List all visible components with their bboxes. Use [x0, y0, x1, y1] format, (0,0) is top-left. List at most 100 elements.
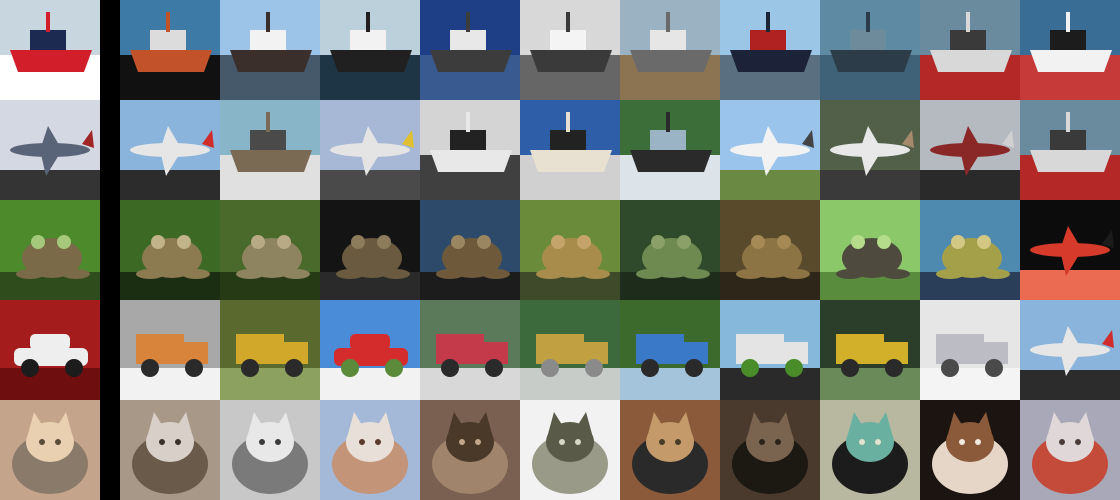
neighbor-image	[120, 300, 220, 400]
cat-thumbnail	[820, 400, 920, 500]
ship-thumbnail	[1020, 0, 1120, 100]
truck-thumbnail	[120, 300, 220, 400]
ship-thumbnail	[420, 0, 520, 100]
neighbor-image	[420, 400, 520, 500]
dog-thumbnail	[920, 400, 1020, 500]
neighbor-image	[920, 100, 1020, 200]
neighbor-image	[1020, 200, 1120, 300]
neighbor-image	[420, 100, 520, 200]
neighbor-image	[920, 300, 1020, 400]
frog-thumbnail	[320, 200, 420, 300]
neighbor-image	[1020, 400, 1120, 500]
neighbor-image	[520, 400, 620, 500]
neighbor-image	[420, 0, 520, 100]
neighbor-image	[520, 100, 620, 200]
airplane-thumbnail	[120, 100, 220, 200]
neighbor-image	[720, 100, 820, 200]
ship-thumbnail	[220, 100, 320, 200]
neighbor-image	[520, 300, 620, 400]
neighbor-image	[320, 0, 420, 100]
neighbor-image	[120, 400, 220, 500]
neighbor-image	[420, 200, 520, 300]
frog-thumbnail	[520, 200, 620, 300]
frog-thumbnail	[120, 200, 220, 300]
neighbor-image	[920, 400, 1020, 500]
neighbor-image	[620, 100, 720, 200]
frog-thumbnail	[720, 200, 820, 300]
ship-thumbnail	[220, 0, 320, 100]
neighbor-image	[320, 400, 420, 500]
truck-thumbnail	[620, 300, 720, 400]
neighbor-image	[820, 200, 920, 300]
cat-thumbnail	[320, 400, 420, 500]
ship-thumbnail	[1020, 100, 1120, 200]
frog-thumbnail	[420, 200, 520, 300]
neighbor-image	[320, 300, 420, 400]
frog-thumbnail	[920, 200, 1020, 300]
ship-thumbnail	[420, 100, 520, 200]
ship-thumbnail	[720, 0, 820, 100]
neighbor-image	[220, 400, 320, 500]
airplane-thumbnail	[720, 100, 820, 200]
truck-thumbnail	[720, 300, 820, 400]
cat-thumbnail	[620, 400, 720, 500]
truck-thumbnail	[920, 300, 1020, 400]
frog-thumbnail	[620, 200, 720, 300]
airplane-thumbnail	[1020, 200, 1120, 300]
truck-thumbnail	[220, 300, 320, 400]
query-image	[0, 0, 100, 100]
frog-thumbnail	[820, 200, 920, 300]
neighbor-image	[620, 0, 720, 100]
neighbor-image	[420, 300, 520, 400]
cat-thumbnail	[120, 400, 220, 500]
frog-thumbnail	[220, 200, 320, 300]
cat-thumbnail	[720, 400, 820, 500]
ship-thumbnail	[0, 0, 100, 100]
airplane-thumbnail	[920, 100, 1020, 200]
neighbor-image	[120, 100, 220, 200]
query-image	[0, 300, 100, 400]
cat-thumbnail	[220, 400, 320, 500]
neighbor-image	[620, 300, 720, 400]
truck-thumbnail	[820, 300, 920, 400]
neighbor-image	[520, 200, 620, 300]
neighbor-image	[220, 0, 320, 100]
truck-thumbnail	[420, 300, 520, 400]
ship-thumbnail	[620, 100, 720, 200]
truck-thumbnail	[520, 300, 620, 400]
neighbor-image	[1020, 300, 1120, 400]
neighbor-image	[1020, 0, 1120, 100]
frog-thumbnail	[0, 200, 100, 300]
neighbor-image	[720, 0, 820, 100]
neighbor-image	[520, 0, 620, 100]
neighbor-image	[820, 400, 920, 500]
query-image	[0, 100, 100, 200]
neighbor-image	[120, 0, 220, 100]
ship-thumbnail	[820, 0, 920, 100]
airplane-thumbnail	[1020, 300, 1120, 400]
airplane-thumbnail	[820, 100, 920, 200]
neighbor-image	[220, 200, 320, 300]
neighbor-image	[920, 0, 1020, 100]
ship-thumbnail	[120, 0, 220, 100]
neighbor-image	[820, 300, 920, 400]
car-thumbnail	[320, 300, 420, 400]
cat-thumbnail	[420, 400, 520, 500]
ship-thumbnail	[920, 0, 1020, 100]
neighbor-image	[320, 100, 420, 200]
neighbor-image	[820, 0, 920, 100]
neighbor-image	[720, 200, 820, 300]
car-thumbnail	[0, 300, 100, 400]
neighbor-image	[820, 100, 920, 200]
neighbor-image	[720, 300, 820, 400]
ship-thumbnail	[620, 0, 720, 100]
ship-thumbnail	[520, 0, 620, 100]
query-image	[0, 200, 100, 300]
neighbor-image	[620, 400, 720, 500]
neighbor-image	[120, 200, 220, 300]
airplane-thumbnail	[0, 100, 100, 200]
airplane-thumbnail	[320, 100, 420, 200]
neighbor-image	[220, 300, 320, 400]
neighbor-image	[920, 200, 1020, 300]
